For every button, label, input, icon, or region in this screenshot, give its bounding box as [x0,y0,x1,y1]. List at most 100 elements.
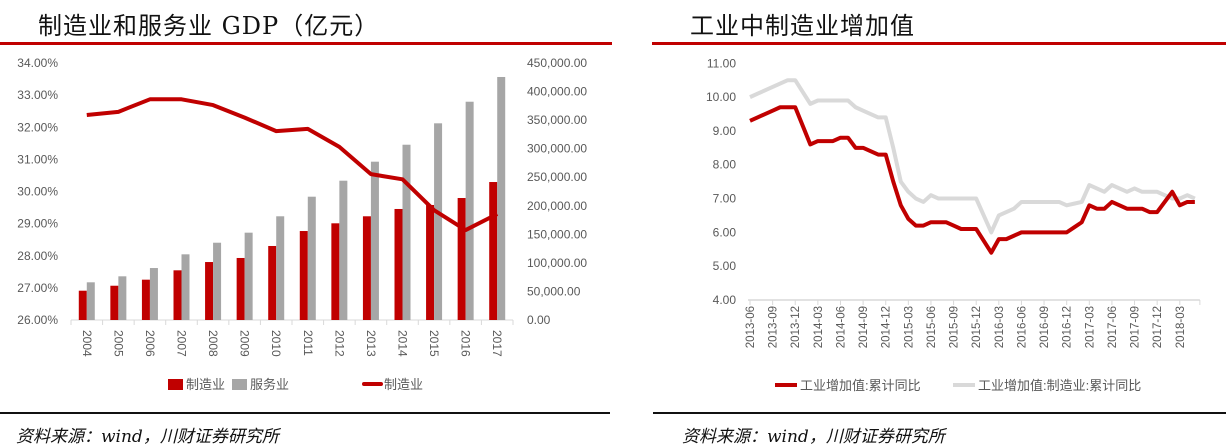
legend-label: 工业增加值:累计同比 [800,378,921,393]
bar-manufacturing [110,285,119,320]
left-axis-tick-label: 28.00% [17,249,58,263]
x-axis-tick-label: 2014-09 [858,306,870,348]
bar-services [276,216,285,320]
bar-manufacturing [141,279,150,320]
legend-swatch-services-bar [232,379,247,390]
legend-label: 服务业 [250,377,289,392]
right-axis-tick-label: 450,000.00 [527,56,587,70]
x-axis-tick-label: 2008 [206,330,220,357]
bar-manufacturing [78,290,87,320]
x-axis-tick-label: 2011 [301,330,315,356]
x-axis-tick-label: 2016-09 [1039,306,1051,348]
legend-label: 工业增加值:制造业:累计同比 [978,378,1141,393]
left-axis-tick-label: 34.00% [17,56,58,70]
right-chart-title: 工业中制造业增加值 [690,12,915,40]
bar-services [181,254,190,320]
x-axis-tick-label: 2014 [396,330,410,357]
x-axis-tick-label: 2015-06 [926,306,938,348]
left-source-note: 资料来源：wind，川财证券研究所 [16,427,279,447]
x-axis-tick-label: 2006 [143,330,157,357]
x-axis-tick-label: 2014-03 [813,306,825,348]
y-axis-tick-label: 4.00 [713,293,737,307]
y-axis-tick-label: 6.00 [713,225,737,239]
y-axis-tick-label: 11.00 [707,56,736,70]
x-axis-tick-label: 2010 [269,330,283,357]
left-axis-tick-label: 26.00% [17,313,58,327]
right-axis-tick-label: 200,000.00 [527,199,587,213]
bar-manufacturing [362,216,371,320]
x-axis-tick-label: 2015-12 [971,306,983,348]
x-axis-tick-label: 2015 [427,330,441,357]
x-axis-tick-label: 2004 [80,330,94,357]
bar-services [118,276,127,320]
x-axis-tick-label: 2007 [175,330,189,357]
x-axis-tick-label: 2016-12 [1062,306,1074,348]
legend-label: 制造业 [186,377,225,392]
right-axis-tick-label: 400,000.00 [527,85,587,99]
bar-services [339,180,348,320]
bar-services [86,282,95,320]
left-axis-tick-label: 30.00% [17,185,58,199]
bar-services [149,268,158,320]
y-axis-tick-label: 5.00 [713,259,737,273]
bar-services [244,232,253,320]
line-industrial-value-added [749,105,1195,255]
bar-manufacturing [457,198,466,320]
x-axis-tick-label: 2017-03 [1084,306,1096,348]
legend-swatch-manufacturing-bar [168,379,183,390]
x-axis-tick-label: 2015-09 [949,306,961,348]
bar-services [402,144,411,320]
x-axis-tick-label: 2013 [364,330,378,357]
x-axis-tick-label: 2014-12 [881,306,893,348]
right-axis-tick-label: 250,000.00 [527,170,587,184]
bar-services [307,196,316,320]
bar-services [465,101,474,320]
bar-manufacturing [173,270,182,320]
y-axis-tick-label: 7.00 [713,192,737,206]
x-axis-tick-label: 2015-03 [903,306,915,348]
right-axis-tick-label: 0.00 [527,313,551,327]
bar-services [434,123,443,321]
left-footer-rule [0,412,610,414]
x-axis-tick-label: 2013-12 [790,306,802,348]
bar-manufacturing [489,182,498,320]
bar-manufacturing [426,204,435,320]
x-axis-tick-label: 2016 [459,330,473,357]
left-title-rule [0,42,612,45]
bar-manufacturing [236,257,245,320]
bar-services [370,161,379,320]
x-axis-tick-label: 2017-12 [1152,306,1164,348]
left-axis-tick-label: 29.00% [17,217,58,231]
bar-manufacturing [268,245,277,320]
bar-services [213,242,222,320]
right-axis-tick-label: 50,000.00 [527,284,581,298]
bar-services [497,76,506,321]
x-axis-tick-label: 2012 [332,330,346,357]
right-source-note: 资料来源：wind，川财证券研究所 [682,427,945,447]
bar-manufacturing [205,262,214,320]
right-axis-tick-label: 300,000.00 [527,142,587,156]
x-axis-tick-label: 2014-06 [835,306,847,348]
right-axis-tick-label: 150,000.00 [527,227,587,241]
right-axis-tick-label: 100,000.00 [527,256,587,270]
left-axis-tick-label: 31.00% [17,152,58,166]
x-axis-tick-label: 2017 [490,330,504,357]
left-axis-tick-label: 32.00% [17,120,58,134]
bar-manufacturing [299,231,308,320]
left-chart-title: 制造业和服务业 GDP（亿元） [38,12,380,40]
bar-manufacturing [394,208,403,320]
line-manufacturing-share [86,97,499,233]
y-axis-tick-label: 9.00 [713,124,737,138]
right-axis-tick-label: 350,000.00 [527,113,587,127]
y-axis-tick-label: 8.00 [713,158,737,172]
line-manufacturing-value-added [749,78,1196,235]
x-axis-tick-label: 2013-09 [768,306,780,348]
right-title-rule [652,42,1226,45]
x-axis-tick-label: 2017-06 [1107,306,1119,348]
bar-manufacturing [331,223,340,320]
left-axis-tick-label: 33.00% [17,88,58,102]
left-axis-tick-label: 27.00% [17,281,58,295]
legend-label: 制造业 [384,377,423,392]
x-axis-tick-label: 2018-03 [1175,306,1187,348]
